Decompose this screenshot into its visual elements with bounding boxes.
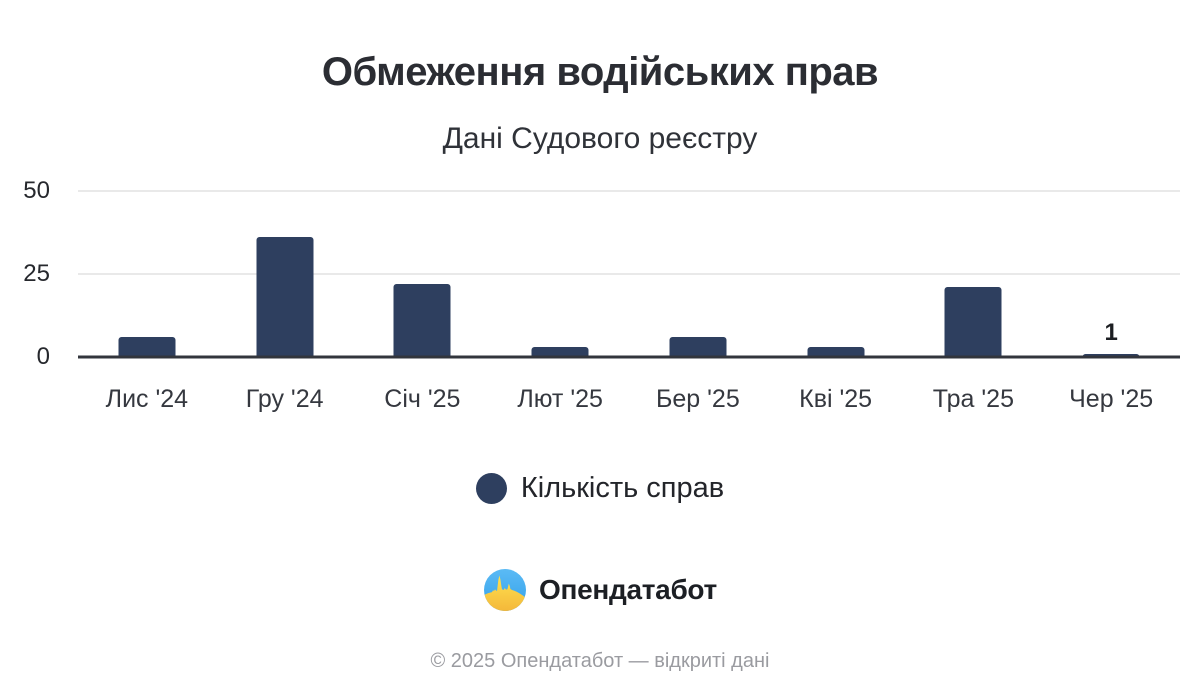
bar: [256, 237, 314, 357]
bar-slot-Кві '25: [767, 191, 905, 357]
chart-title: Обмеження водійських прав: [321, 50, 879, 94]
bar-slot-Лис '24: [78, 191, 216, 357]
bar-slot-Лют '25: [491, 191, 629, 357]
plot-area: 0 25 50 1: [23, 179, 1180, 369]
x-tick-label: Чер '25: [1069, 385, 1154, 413]
y-tick-label: 25: [23, 260, 50, 287]
x-tick-label: Січ '25: [384, 385, 461, 413]
x-tick-label: Тра '25: [932, 385, 1014, 413]
x-axis-baseline: [78, 355, 1180, 359]
bar: [118, 337, 176, 357]
bar: [1082, 353, 1140, 357]
bar: [531, 347, 589, 357]
bar-slot-Січ '25: [354, 191, 492, 357]
legend-label: Кількість справ: [520, 472, 725, 504]
brand-logo: Опендатабот: [0, 568, 1200, 612]
bar: [669, 337, 727, 357]
gridline-y50: [78, 190, 1180, 192]
x-axis-labels: Лис '24 Гру '24 Січ '25 Лют '25 Бер '25 Кві '…: [78, 385, 1180, 414]
bar-slot-Гру '24: [216, 191, 354, 357]
bar: [393, 283, 451, 357]
y-tick-label: 0: [36, 343, 50, 370]
y-tick-label: 50: [23, 177, 50, 204]
bar-slot-Чер '25: 1: [1042, 191, 1180, 357]
opendatabot-logo-icon: [484, 569, 527, 611]
x-tick-label: Бер '25: [656, 385, 740, 413]
chart-legend: Кількість справ: [0, 472, 1200, 505]
bar-slot-Бер '25: [629, 191, 767, 357]
x-tick-label: Кві '25: [799, 385, 873, 413]
bar-slot-Тра '25: [905, 191, 1043, 357]
x-tick-label: Лют '25: [517, 385, 603, 413]
bar-value-label: 1: [1104, 318, 1118, 346]
bar: [944, 287, 1002, 357]
copyright-footer: © 2025 Опендатабот — відкриті дані: [430, 650, 770, 672]
x-tick-label: Лис '24: [105, 385, 189, 413]
gridline-y25: [78, 273, 1180, 275]
legend-swatch-circle: [475, 473, 507, 504]
x-tick-label: Гру '24: [245, 385, 324, 413]
bar: [807, 347, 865, 357]
bar-series: 1: [78, 191, 1180, 357]
chart-subtitle: Дані Судового реєстру: [442, 122, 758, 155]
brand-logo-text: Опендатабот: [539, 574, 717, 605]
